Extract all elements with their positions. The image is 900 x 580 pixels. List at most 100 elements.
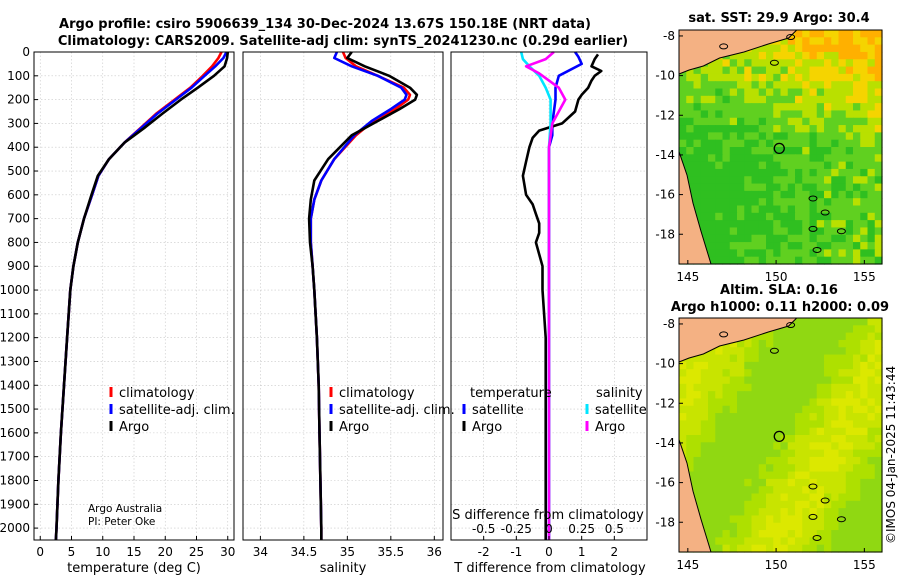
map-cell: [809, 383, 818, 392]
map-cell: [795, 242, 803, 250]
map-cell: [824, 332, 832, 341]
map-cell: [831, 168, 840, 177]
map-cell: [874, 391, 883, 400]
map-cell: [824, 456, 832, 465]
map-cell: [802, 139, 811, 148]
map-cell: [715, 95, 724, 104]
map-cell: [758, 405, 767, 414]
map-cell: [838, 110, 847, 119]
map-cell: [809, 198, 818, 207]
map-cell: [737, 110, 745, 119]
map-cell: [766, 110, 774, 119]
map-cell: [693, 161, 702, 170]
map-cell: [795, 537, 803, 546]
map-cell: [773, 234, 782, 243]
map-cell: [700, 66, 709, 75]
map-cell: [795, 354, 803, 363]
map-cell: [708, 398, 716, 407]
map-cell: [874, 405, 883, 414]
map-cell: [787, 339, 796, 348]
map-cell: [693, 391, 702, 400]
map-cell: [845, 95, 854, 104]
map-cell: [802, 478, 811, 487]
map-cell: [758, 376, 767, 385]
map-cell: [802, 249, 811, 258]
map-cell: [722, 464, 731, 473]
map-cell: [860, 369, 869, 378]
map-cell: [722, 435, 731, 443]
map-cell: [787, 354, 796, 363]
map-cell: [802, 242, 811, 250]
map-cell: [708, 227, 716, 236]
map-cell: [773, 125, 782, 133]
map-cell: [679, 95, 687, 104]
map-cell: [802, 176, 811, 185]
map-cell: [787, 198, 796, 207]
map-cell: [773, 530, 782, 538]
map-cell: [686, 176, 695, 185]
map-cell: [715, 161, 724, 170]
map-cell: [708, 198, 716, 207]
map-cell: [729, 66, 738, 75]
map-cell: [737, 354, 745, 363]
map-cell: [780, 168, 789, 177]
map-cell: [758, 81, 767, 90]
map-cell: [809, 391, 818, 400]
map-cell: [795, 103, 803, 112]
map-cell: [744, 515, 753, 524]
map-cell: [816, 183, 825, 192]
x-tick-label: 15: [126, 545, 141, 559]
map-cell: [824, 117, 832, 126]
map-cell: [867, 51, 876, 60]
map-cell: [787, 493, 796, 502]
map-cell: [686, 81, 695, 90]
map-cell: [845, 44, 854, 53]
map-cell: [874, 493, 883, 502]
map-cell: [780, 73, 789, 82]
map-cell: [802, 51, 811, 60]
map-y-tick-label: -14: [655, 148, 675, 162]
map-cell: [831, 413, 840, 421]
map-cell: [679, 376, 687, 385]
legend-label: Argo: [595, 420, 625, 435]
map-cell: [744, 405, 753, 414]
map-cell: [802, 325, 811, 334]
map-cell: [824, 522, 832, 531]
map-cell: [744, 522, 753, 531]
map-cell: [758, 500, 767, 509]
map-cell: [686, 427, 695, 436]
map-cell: [816, 198, 825, 207]
map-cell: [773, 51, 782, 60]
map-cell: [751, 486, 760, 495]
map-cell: [744, 242, 753, 250]
map-cell: [679, 383, 687, 392]
map-cell: [780, 198, 789, 207]
map-cell: [831, 234, 840, 243]
map-cell: [845, 464, 854, 473]
map-cell: [700, 198, 709, 207]
map-cell: [700, 493, 709, 502]
map-cell: [679, 147, 687, 155]
map-cell: [715, 405, 724, 414]
map-cell: [737, 500, 745, 509]
y-tick-label: 0: [22, 45, 30, 59]
map-cell: [824, 212, 832, 221]
map-cell: [780, 478, 789, 487]
map-cell: [708, 456, 716, 465]
map-cell: [853, 471, 861, 480]
map-cell: [766, 88, 774, 97]
map-cell: [729, 125, 738, 133]
map-cell: [744, 110, 753, 119]
map-cell: [838, 544, 847, 553]
map-cell: [802, 88, 811, 97]
map-cell: [737, 471, 745, 480]
map-cell: [693, 456, 702, 465]
map-cell: [679, 413, 687, 421]
map-cell: [729, 161, 738, 170]
map-cell: [816, 132, 825, 141]
map-cell: [744, 354, 753, 363]
map-cell: [766, 427, 774, 436]
map-cell: [853, 361, 861, 370]
map-cell: [766, 161, 774, 170]
map-cell: [700, 147, 709, 155]
